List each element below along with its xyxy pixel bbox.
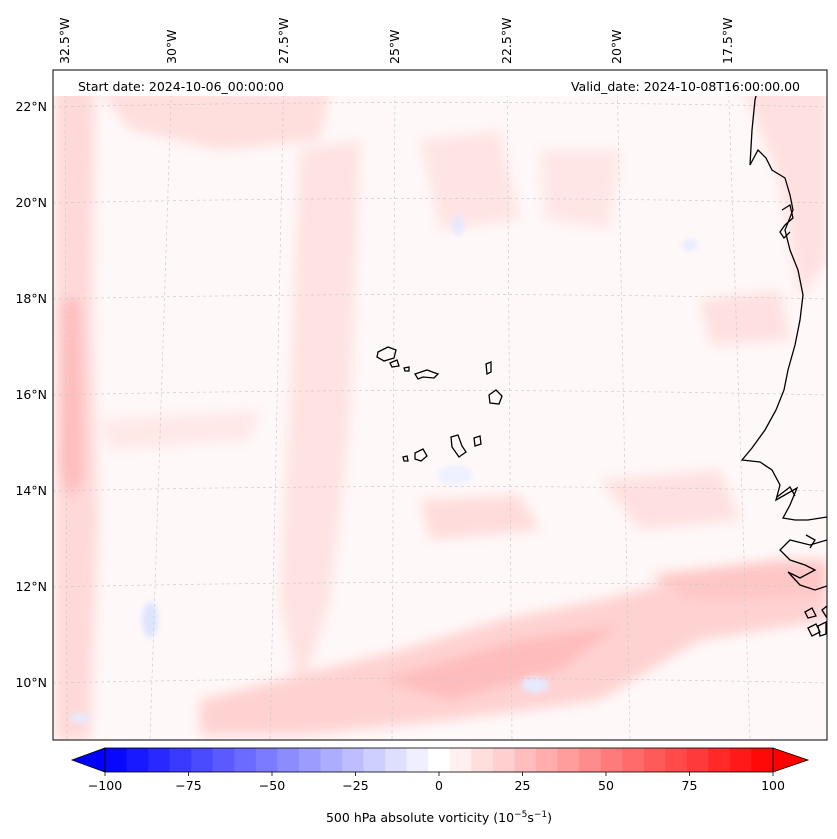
colorbar-cell [708, 748, 731, 772]
latitude-labels: 22°N 20°N 18°N 16°N 14°N 12°N 10°N [15, 99, 47, 690]
africa-coastline [740, 79, 827, 521]
colorbar-cell [535, 748, 559, 772]
colorbar-cell [234, 748, 257, 772]
colorbar-cells [105, 748, 774, 772]
header-strip [53, 70, 827, 96]
coast-inlet-14n [776, 486, 816, 549]
bijagos-islands [804, 605, 827, 637]
colorbar-ticks: −100 −75 −50 −25 0 25 50 75 100 [88, 772, 785, 793]
island-sal [485, 361, 492, 376]
colorbar-cell [406, 748, 429, 772]
colorbar-extend-right [772, 747, 810, 773]
lon-label-30w: 30°W [164, 29, 179, 64]
lon-label-25w: 25°W [387, 29, 402, 64]
colorbar-cell [298, 748, 321, 772]
island-brava [402, 455, 409, 462]
colorbar-title-exp2: −1 [534, 810, 547, 820]
colorbar-tick-label: 100 [761, 778, 785, 793]
colorbar-cell [342, 748, 365, 772]
colorbar: −100 −75 −50 −25 0 25 50 75 100 500 hPa absolute… [70, 747, 810, 825]
island-maio [473, 435, 482, 447]
lat-label-20n: 20°N [15, 195, 47, 210]
colorbar-cell [126, 748, 149, 772]
africa-coastline-south [779, 539, 827, 591]
coast-inlet-20n [779, 203, 794, 240]
colorbar-cell [105, 748, 128, 772]
lon-label-22-5w: 22.5°W [499, 18, 514, 64]
coastlines [376, 79, 827, 637]
colorbar-tick-label: −25 [342, 778, 368, 793]
colorbar-tick-label: −50 [259, 778, 285, 793]
colorbar-cell [643, 748, 666, 772]
lon-label-27-5w: 27.5°W [276, 18, 291, 64]
colorbar-cell [665, 748, 688, 772]
colorbar-cell [686, 748, 709, 772]
colorbar-cell [255, 748, 278, 772]
colorbar-title: 500 hPa absolute vorticity (10−5s−1) [326, 810, 552, 825]
colorbar-tick-label: 25 [515, 778, 531, 793]
colorbar-title-mid: s [527, 810, 534, 825]
colorbar-cell [320, 748, 343, 772]
island-santo-antao [376, 346, 397, 362]
colorbar-cell [579, 748, 602, 772]
island-fogo [414, 448, 428, 462]
colorbar-cell [363, 748, 386, 772]
colorbar-tick-label: 0 [435, 778, 443, 793]
colorbar-cell [148, 748, 171, 772]
longitude-labels: 32.5°W 30°W 27.5°W 25°W 22.5°W 20°W 17.5… [57, 18, 735, 64]
colorbar-tick-label: −100 [88, 778, 122, 793]
colorbar-tick-label: −75 [175, 778, 201, 793]
colorbar-cell [729, 748, 752, 772]
island-santiago [450, 434, 467, 458]
island-sao-nicolau [414, 369, 440, 380]
lat-label-10n: 10°N [15, 675, 47, 690]
colorbar-cell [514, 748, 537, 772]
map-panel: Start date: 2024-10-06_00:00:00 Valid_da… [53, 70, 827, 740]
lat-label-18n: 18°N [15, 291, 47, 306]
colorbar-tick-label: 75 [682, 778, 698, 793]
gridlines [53, 70, 827, 740]
colorbar-cell [557, 748, 580, 772]
lat-label-12n: 12°N [15, 579, 47, 594]
colorbar-cell [191, 748, 214, 772]
colorbar-cell [751, 748, 774, 772]
colorbar-tick-label: 50 [598, 778, 614, 793]
map-frame [52, 69, 828, 741]
lon-label-17-5w: 17.5°W [720, 18, 735, 64]
lat-label-22n: 22°N [15, 99, 47, 114]
colorbar-cell [492, 748, 515, 772]
colorbar-extend-left [70, 747, 106, 773]
colorbar-cell [449, 748, 472, 772]
island-sao-vicente [389, 359, 400, 368]
colorbar-cell [600, 748, 623, 772]
colorbar-title-main: 500 hPa absolute vorticity (10 [326, 810, 514, 825]
island-santa-luzia [403, 366, 410, 372]
colorbar-cell [428, 748, 451, 772]
lat-label-14n: 14°N [15, 483, 47, 498]
lat-label-16n: 16°N [15, 387, 47, 402]
colorbar-title-end: ) [547, 810, 552, 825]
colorbar-cell [471, 748, 494, 772]
lon-label-20w: 20°W [609, 29, 624, 64]
colorbar-cell [277, 748, 300, 772]
vorticity-field [55, 80, 827, 740]
colorbar-cell [622, 748, 645, 772]
valid-date-label: Valid_date: 2024-10-08T16:00:00.00 [571, 79, 800, 94]
lon-label-32-5w: 32.5°W [57, 18, 72, 64]
island-boa-vista [488, 389, 503, 405]
colorbar-cell [385, 748, 408, 772]
start-date-label: Start date: 2024-10-06_00:00:00 [78, 79, 284, 94]
colorbar-cell [169, 748, 192, 772]
colorbar-title-exp1: −5 [514, 810, 527, 820]
colorbar-cell [212, 748, 235, 772]
